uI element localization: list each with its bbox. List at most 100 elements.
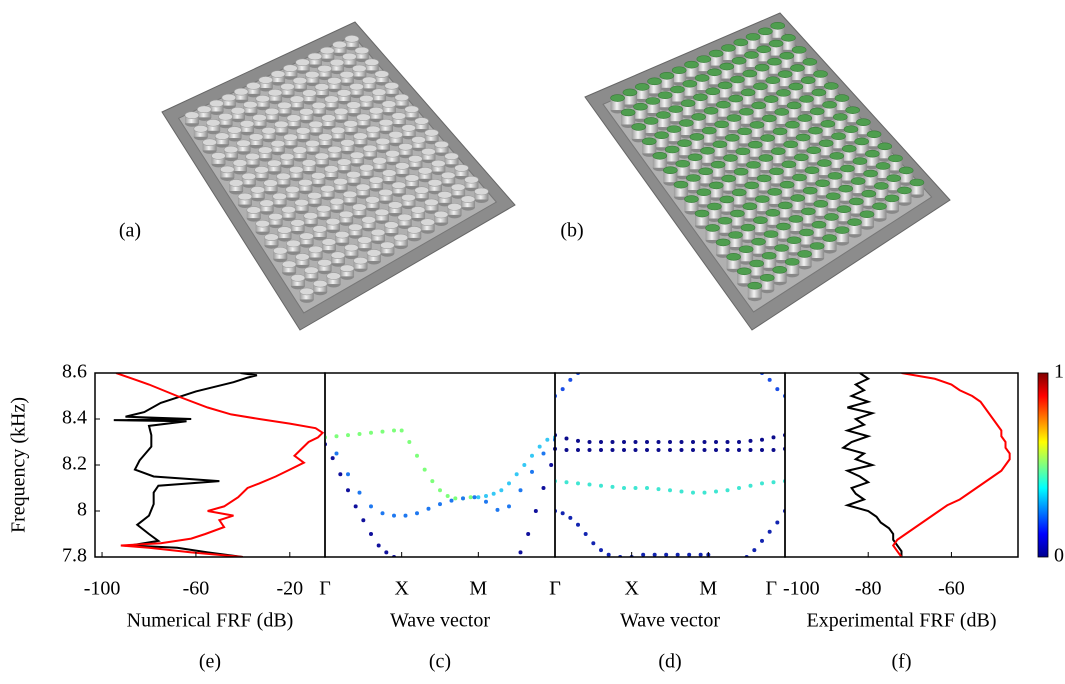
dot (549, 463, 554, 467)
cylinder-top (817, 159, 832, 167)
cylinder-top (799, 95, 814, 103)
cylinder-top (691, 113, 706, 121)
cylinder-body (252, 117, 267, 126)
dot (507, 481, 511, 486)
dot (599, 548, 603, 553)
cylinder-top (346, 101, 362, 109)
cylinder-top (865, 149, 880, 158)
cylinder-top (334, 230, 350, 239)
x-tick-label: -80 (855, 578, 882, 600)
cylinder-body (268, 92, 283, 101)
cylinder-top (724, 134, 740, 142)
cylinder-top (327, 76, 342, 85)
cylinder-body (299, 111, 314, 120)
dot (610, 448, 615, 453)
cylinder-top (756, 45, 772, 54)
cylinder-body (241, 176, 256, 185)
cylinder-body (388, 205, 403, 214)
cylinder-body (332, 44, 347, 53)
cylinder-body (395, 165, 410, 174)
cylinder-top (252, 113, 267, 122)
dot (656, 440, 661, 444)
cylinder-top (290, 274, 306, 282)
cylinder-top (255, 219, 270, 228)
cylinder-top (223, 145, 239, 154)
cylinder-top (786, 236, 802, 245)
cylinder-top (410, 206, 426, 214)
cylinder-top (659, 71, 675, 80)
cylinder-body (444, 156, 459, 165)
cylinder-top (344, 243, 359, 252)
dot (472, 495, 477, 500)
cylinder-body (335, 234, 350, 243)
cylinder-body (220, 169, 235, 178)
cylinder-top (307, 191, 322, 200)
cylinder-top (329, 58, 345, 67)
dot (583, 532, 588, 536)
cylinder-body (243, 104, 258, 113)
colorbar (1037, 372, 1049, 558)
cylinder-top (759, 273, 775, 282)
cylinder-top (770, 147, 786, 156)
cylinder-body (280, 86, 295, 95)
cylinder-top (333, 107, 349, 116)
cylinder-top (886, 174, 902, 182)
cylinder-top (719, 195, 735, 204)
cylinder-body (344, 38, 359, 47)
cylinder-top (643, 117, 659, 125)
cylinder-top (693, 93, 708, 102)
cylinder-top (866, 130, 882, 139)
cylinder-top (364, 58, 380, 67)
cylinder-top (721, 44, 736, 52)
cylinder-top (710, 160, 726, 169)
dot (737, 486, 741, 490)
cylinder-top (877, 142, 893, 151)
dot (771, 435, 776, 440)
cylinder-top (464, 175, 479, 184)
cylinder-top (286, 239, 301, 248)
cylinder-body (308, 124, 323, 133)
cylinder-top (761, 251, 777, 260)
dot (748, 448, 753, 453)
cylinder-body (227, 130, 242, 139)
cylinder-body (286, 118, 301, 127)
cylinder-body (325, 221, 340, 230)
cylinder-top (342, 52, 357, 61)
cylinder-body (437, 194, 452, 203)
cylinder-top (243, 100, 258, 109)
cylinder-top (359, 163, 374, 172)
cylinder-top (434, 140, 449, 149)
cylinder-top (841, 144, 857, 153)
cylinder-top (211, 152, 226, 160)
dot (760, 538, 764, 543)
dot (599, 483, 603, 488)
dot (392, 513, 396, 518)
dot (564, 436, 569, 441)
cylinder-top (779, 180, 795, 189)
cylinder-top (261, 126, 277, 135)
cylinder-top (444, 152, 459, 161)
cylinder-body (264, 237, 279, 246)
cylinder-body (261, 130, 276, 139)
cylinder-body (237, 196, 252, 205)
cylinder-top (689, 133, 705, 141)
cylinder-top (279, 152, 295, 161)
cylinder-top (703, 107, 719, 115)
cylinder-top (295, 253, 310, 261)
frame (94, 372, 326, 558)
cylinder-body (317, 68, 332, 77)
cylinder-body (326, 276, 341, 285)
cylinder-body (374, 212, 389, 221)
cylinder-body (258, 79, 273, 88)
cylinder-body (270, 143, 285, 152)
cylinder-top (248, 133, 264, 141)
cylinder-top (258, 76, 274, 84)
cylinder-top (825, 192, 841, 201)
cylinder-top (264, 233, 279, 242)
cylinder-top (696, 55, 712, 63)
cylinder-top (838, 184, 853, 193)
dot (737, 448, 741, 453)
cylinder-top (250, 186, 266, 194)
cylinder-top (633, 102, 648, 111)
cylinder-body (414, 190, 429, 199)
